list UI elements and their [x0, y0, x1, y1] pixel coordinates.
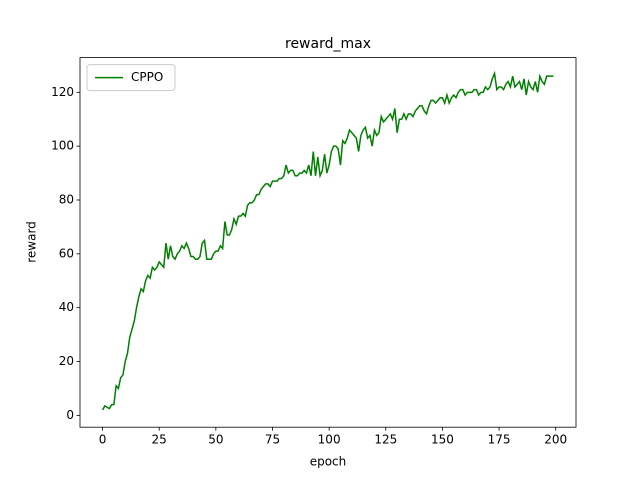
x-tick-label: 150 [431, 433, 454, 447]
legend-label: CPPO [131, 70, 163, 84]
y-tick-label: 100 [51, 139, 74, 153]
y-axis-label: reward [25, 221, 39, 263]
y-tick-label: 120 [51, 85, 74, 99]
y-tick-label: 20 [59, 354, 74, 368]
x-tick-label: 75 [265, 433, 280, 447]
legend-box [86, 64, 176, 92]
y-tick-label: 0 [66, 408, 74, 422]
x-axis-label: epoch [310, 455, 347, 469]
x-tick-label: 25 [152, 433, 167, 447]
y-tick-label: 80 [59, 193, 74, 207]
chart-title: reward_max [285, 36, 371, 52]
x-tick-label: 100 [318, 433, 341, 447]
x-tick-label: 175 [488, 433, 511, 447]
y-tick-label: 60 [59, 246, 74, 260]
x-tick-label: 0 [99, 433, 107, 447]
data-line [101, 70, 554, 411]
y-tick-label: 40 [59, 300, 74, 314]
x-tick-label: 125 [374, 433, 397, 447]
x-tick-label: 50 [208, 433, 223, 447]
plot-frame [79, 57, 577, 428]
x-tick-label: 200 [544, 433, 567, 447]
